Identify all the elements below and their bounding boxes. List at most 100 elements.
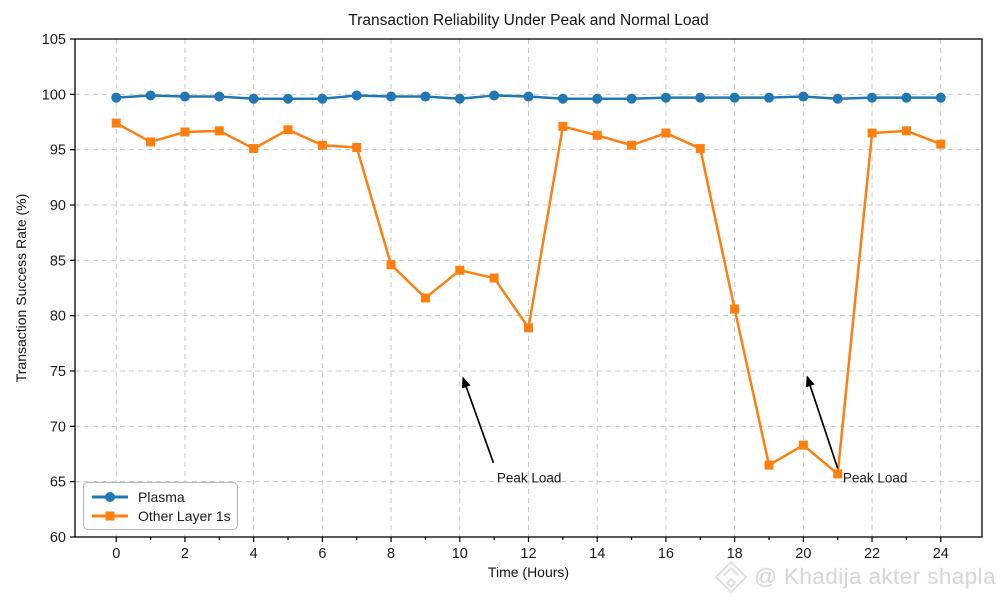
data-point-marker xyxy=(420,293,430,303)
x-tick-label: 10 xyxy=(452,546,468,562)
data-point-marker xyxy=(661,128,671,138)
plasma-line-sample-icon xyxy=(92,491,128,502)
data-point-marker xyxy=(489,90,500,101)
data-point-marker xyxy=(524,323,533,333)
y-tick-label: 85 xyxy=(50,253,66,269)
annotation-peak-load: Peak Load xyxy=(461,376,562,485)
axis-ticks xyxy=(70,38,942,542)
y-tick-label: 105 xyxy=(42,32,66,48)
x-tick-label: 12 xyxy=(520,546,536,562)
data-point-marker xyxy=(626,93,637,104)
data-point-marker xyxy=(660,92,671,103)
data-point-marker xyxy=(592,93,603,104)
data-point-marker xyxy=(764,460,774,470)
data-point-marker xyxy=(936,139,946,149)
data-point-marker xyxy=(627,140,637,150)
annotation-arrowhead xyxy=(805,375,815,388)
tick-labels: 0 2 4 6 8 10 12 14 16 18 20 22 246065707580859095100… xyxy=(42,32,949,562)
series-other-layer-1s xyxy=(111,118,946,479)
data-point-marker xyxy=(386,91,397,102)
plot-frame xyxy=(74,38,983,538)
legend-sample-marker xyxy=(105,491,115,502)
data-point-marker xyxy=(179,91,190,102)
data-point-marker xyxy=(386,260,396,270)
gridlines xyxy=(75,38,982,538)
y-tick-label: 90 xyxy=(50,198,66,214)
y-tick-label: 80 xyxy=(50,309,66,325)
y-tick-label: 65 xyxy=(50,475,66,491)
data-point-marker xyxy=(248,93,259,104)
data-point-marker xyxy=(249,144,259,154)
y-axis-label: Transaction Success Rate (%) xyxy=(13,193,29,383)
data-point-marker xyxy=(283,93,294,104)
data-point-marker xyxy=(763,92,774,103)
annotation-arrow-line xyxy=(808,383,839,469)
data-point-marker xyxy=(214,126,224,136)
data-point-marker xyxy=(798,91,809,102)
x-tick-label: 22 xyxy=(864,546,880,562)
data-point-marker xyxy=(351,90,362,101)
data-point-marker xyxy=(867,128,877,138)
data-point-marker xyxy=(730,304,740,314)
y-tick-label: 75 xyxy=(50,364,66,380)
x-tick-label: 16 xyxy=(658,546,674,562)
data-point-marker xyxy=(729,92,740,103)
x-tick-label: 14 xyxy=(589,546,605,562)
x-tick-label: 8 xyxy=(387,546,395,562)
y-tick-label: 95 xyxy=(50,143,66,159)
data-point-marker xyxy=(523,91,534,102)
data-point-marker xyxy=(798,440,808,450)
annotation-arrowhead xyxy=(461,376,471,389)
data-point-marker xyxy=(454,93,465,104)
y-tick-label: 70 xyxy=(50,419,66,435)
data-point-marker xyxy=(146,137,156,147)
legend-item-plasma: Plasma xyxy=(91,489,237,505)
data-point-marker xyxy=(111,92,122,103)
chart-title: Transaction Reliability Under Peak and N… xyxy=(348,12,709,29)
x-tick-label: 24 xyxy=(933,546,949,562)
data-point-marker xyxy=(695,92,706,103)
data-point-marker xyxy=(832,93,843,104)
legend: Plasma Other Layer 1s xyxy=(83,482,238,530)
x-tick-label: 6 xyxy=(318,546,326,562)
x-tick-label: 20 xyxy=(795,546,811,562)
x-axis-label: Time (Hours) xyxy=(487,564,570,580)
annotation-peak-load: Peak Load xyxy=(805,375,908,485)
data-point-marker xyxy=(833,469,843,479)
x-tick-label: 2 xyxy=(181,546,189,562)
data-point-marker xyxy=(317,93,328,104)
legend-sample-marker xyxy=(105,511,115,520)
x-tick-label: 18 xyxy=(727,546,743,562)
other-layer1s-line-sample-icon xyxy=(92,511,128,520)
data-point-marker xyxy=(214,91,225,102)
y-tick-label: 100 xyxy=(42,87,66,103)
data-point-marker xyxy=(695,144,705,154)
data-point-marker xyxy=(901,126,911,136)
data-point-marker xyxy=(180,127,190,137)
data-point-marker xyxy=(455,265,465,275)
series-plasma xyxy=(111,90,946,104)
data-point-marker xyxy=(352,142,362,152)
y-tick-label: 60 xyxy=(50,530,66,546)
data-point-marker xyxy=(317,140,327,150)
data-point-marker xyxy=(901,92,912,103)
data-point-marker xyxy=(145,90,156,101)
legend-label: Other Layer 1s xyxy=(138,507,231,524)
data-point-marker xyxy=(935,92,946,103)
data-point-marker xyxy=(489,273,499,283)
annotation-text: Peak Load xyxy=(843,470,908,485)
legend-item-other-layer-1s: Other Layer 1s xyxy=(91,508,237,524)
data-point-marker xyxy=(283,125,293,135)
data-point-marker xyxy=(111,118,121,128)
legend-label: Plasma xyxy=(138,488,185,505)
data-point-marker xyxy=(867,92,878,103)
annotation-arrow-line xyxy=(464,384,495,464)
data-point-marker xyxy=(592,130,602,140)
annotation-text: Peak Load xyxy=(497,470,562,485)
data-point-marker xyxy=(420,91,431,102)
x-tick-label: 4 xyxy=(250,546,258,562)
x-tick-label: 0 xyxy=(112,546,120,562)
data-point-marker xyxy=(557,93,568,104)
